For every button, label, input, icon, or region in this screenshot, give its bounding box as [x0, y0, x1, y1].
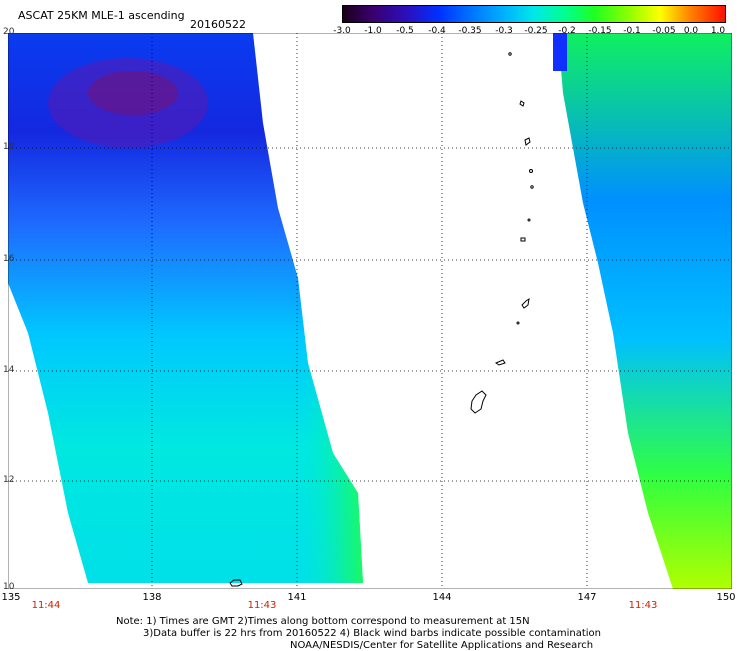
- right-swath-blue-patch: [553, 33, 567, 71]
- colorbar-label-4: -0.4: [428, 26, 446, 36]
- colorbar-label-2: -1.0: [364, 26, 382, 36]
- time-label-2: 11:43: [247, 600, 277, 611]
- mariana-islands: [229, 52, 534, 587]
- colorbar-label-5: -0.35: [458, 26, 482, 36]
- colorbar-label-6: -0.3: [495, 26, 513, 36]
- note-line-2: 3)Data buffer is 22 hrs from 20160522 4)…: [143, 628, 601, 639]
- credit-line: NOAA/NESDIS/Center for Satellite Applica…: [290, 640, 594, 651]
- lat-label-12: 12: [3, 475, 15, 485]
- colorbar-label-3: -0.5: [396, 26, 414, 36]
- colorbar-label-11: -0.05: [652, 26, 676, 36]
- lon-label-144: 144: [432, 592, 452, 603]
- colorbar-label-10: -0.1: [623, 26, 641, 36]
- product-title: ASCAT 25KM MLE-1 ascending: [18, 9, 185, 22]
- colorbar: [342, 5, 726, 23]
- lon-label-150: 150: [716, 592, 736, 603]
- lon-label-141: 141: [287, 592, 307, 603]
- colorbar-label-7: -0.25: [524, 26, 548, 36]
- time-label-1: 11:44: [31, 600, 61, 611]
- product-date: 20160522: [190, 18, 246, 31]
- lon-label-147: 147: [577, 592, 597, 603]
- colorbar-label-9: -0.15: [588, 26, 612, 36]
- note-line-1: Note: 1) Times are GMT 2)Times along bot…: [116, 616, 530, 627]
- lat-label-16: 16: [3, 254, 15, 264]
- colorbar-label-13: 1.0: [710, 26, 726, 36]
- lat-label-10: 10: [3, 582, 15, 592]
- lat-label-20: 20: [3, 27, 15, 37]
- low-wind-core-inner: [88, 71, 178, 115]
- lon-label-135: 135: [1, 592, 21, 603]
- wind-swath-map: [8, 33, 732, 589]
- colorbar-swatches: [343, 6, 725, 22]
- lat-label-18: 18: [3, 142, 15, 152]
- left-swath-edge: [158, 263, 363, 583]
- right-swath: [558, 33, 732, 589]
- colorbar-label-1: -3.0: [333, 26, 351, 36]
- lon-label-138: 138: [142, 592, 162, 603]
- colorbar-label-8: -0.2: [558, 26, 576, 36]
- graticule: [8, 33, 732, 589]
- time-label-3: 11:43: [628, 600, 658, 611]
- lat-label-14: 14: [3, 365, 15, 375]
- colorbar-label-12: 0.0: [683, 26, 699, 36]
